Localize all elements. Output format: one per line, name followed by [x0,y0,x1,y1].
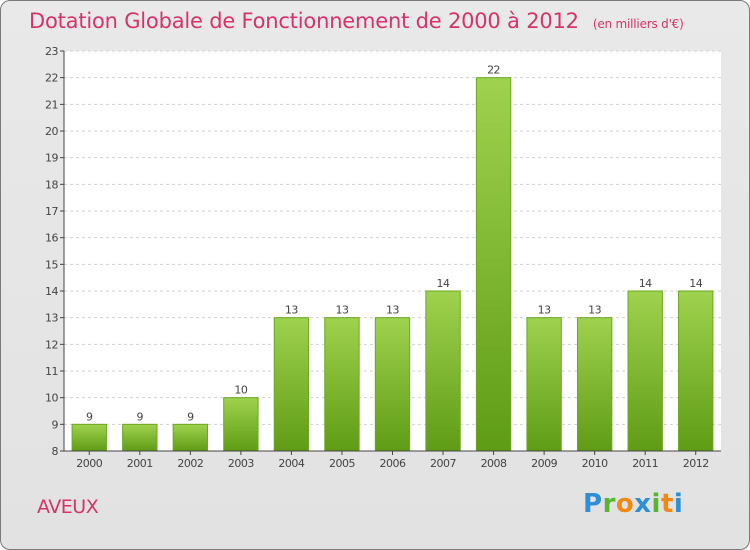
y-tick-label: 13 [45,312,58,325]
chart-unit: (en milliers d'€) [592,17,684,31]
y-tick-label: 8 [52,445,59,458]
commune-name: AVEUX [37,496,99,518]
x-tick-label: 2010 [582,457,608,470]
data-label: 9 [86,410,93,423]
logo-letter: r [602,489,616,519]
x-tick-label: 2011 [632,457,658,470]
x-tick-label: 2008 [481,457,507,470]
x-tick-label: 2003 [228,457,254,470]
y-tick-label: 19 [45,152,58,165]
bar [526,317,562,452]
x-tick-label: 2001 [127,457,153,470]
y-tick-label: 18 [45,178,58,191]
x-tick-label: 2007 [430,457,456,470]
data-label: 13 [386,304,399,317]
bar [273,317,310,452]
data-label: 9 [137,410,144,423]
bar [627,290,663,452]
logo-letter: i [651,489,661,519]
x-tick-label: 2012 [683,457,709,470]
y-tick-label: 12 [45,338,58,351]
x-tick-label: 2006 [380,457,406,470]
chart-title-text: Dotation Globale de Fonctionnement de 20… [29,9,579,33]
chart-title: Dotation Globale de Fonctionnement de 20… [29,9,684,33]
logo-letter: x [634,489,652,519]
data-label: 14 [437,277,450,290]
y-tick-label: 23 [45,45,58,58]
data-label: 14 [639,277,652,290]
logo-letter: t [660,489,674,519]
bar [374,317,411,452]
logo-letter: i [673,489,684,519]
logo-letter: P [583,489,603,519]
x-tick-label: 2005 [329,457,355,470]
y-tick-label: 16 [45,232,58,245]
y-tick-label: 15 [45,258,58,271]
bar [71,423,107,452]
bar [172,423,209,452]
data-label: 22 [487,64,500,77]
bar [475,77,512,452]
y-tick-label: 17 [45,205,58,218]
bar [223,397,259,452]
labels: 8 9 10 11 12 13 14 15 16 17 18 19 20 21 22 23 9 2000 9 2001… [45,45,709,470]
y-tick-label: 14 [45,285,58,298]
x-tick-label: 2009 [531,457,557,470]
x-tick-label: 2000 [76,457,102,470]
y-tick-label: 9 [52,418,59,431]
y-tick-label: 11 [45,365,58,378]
data-label: 13 [335,304,348,317]
x-tick-label: 2002 [177,457,203,470]
data-label: 13 [285,304,298,317]
bar [425,290,461,452]
bar [324,317,360,452]
data-label: 14 [689,277,702,290]
bar [576,317,613,452]
y-tick-label: 10 [45,392,58,405]
data-label: 10 [234,384,247,397]
axes [60,50,721,455]
logo-letter: o [615,489,635,519]
data-label: 13 [538,304,551,317]
bar [678,290,714,452]
data-label: 13 [588,304,601,317]
proxiti-logo: Proxiti [583,489,683,519]
data-label: 9 [187,410,194,423]
x-tick-label: 2004 [278,457,304,470]
y-tick-label: 20 [45,125,58,138]
bar [122,423,158,452]
y-tick-label: 22 [45,72,58,85]
y-tick-label: 21 [45,98,58,111]
